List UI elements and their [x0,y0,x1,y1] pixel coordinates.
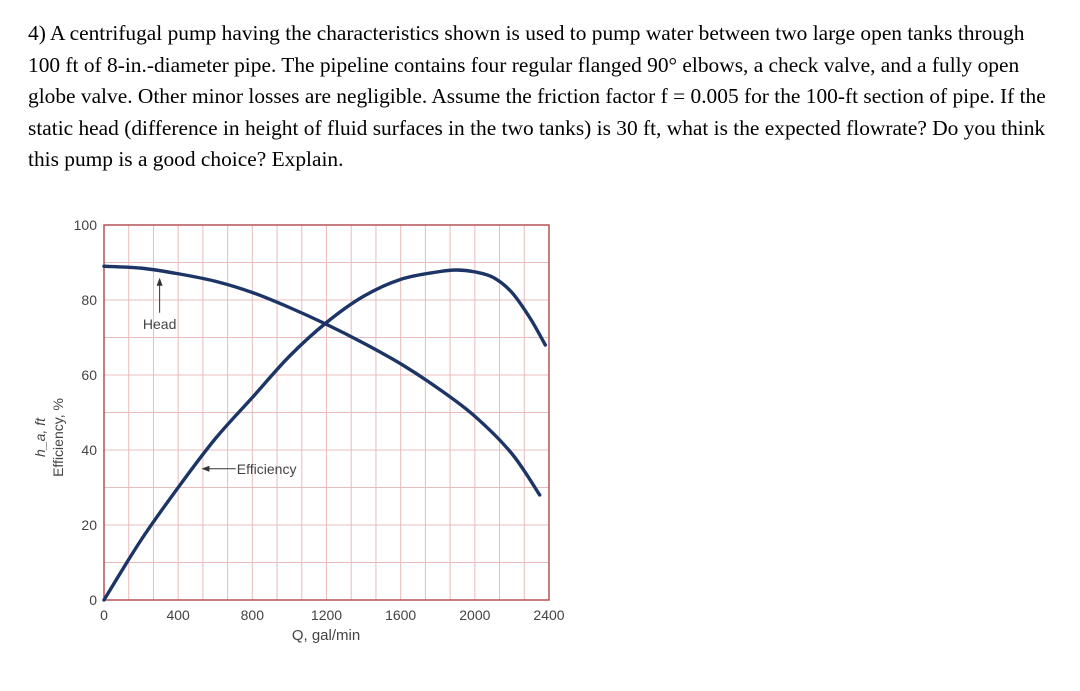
x-tick-label: 0 [100,607,108,623]
y-tick-label: 80 [81,292,97,308]
x-tick-label: 800 [241,607,265,623]
y-axis-label-line1: h_a, ft [32,417,48,457]
efficiency-arrow-head [201,465,210,472]
chart-svg: 0 20 40 60 80 100 0 400 800 1200 1600 2000 2400 Hea… [32,217,565,644]
head-arrow-head [156,277,163,286]
x-axis-label: Q, gal/min [292,627,360,644]
pump-characteristics-chart: 0 20 40 60 80 100 0 400 800 1200 1600 2000 2400 Hea… [0,200,620,670]
x-tick-label: 2000 [459,607,490,623]
y-tick-labels: 0 20 40 60 80 100 [74,217,98,608]
annotations: Head Efficiency [143,277,297,477]
plot-frame [103,224,550,601]
x-tick-label: 2400 [533,607,564,623]
y-axis-label-line2: Efficiency, % [50,398,66,477]
y-tick-label: 40 [81,442,97,458]
y-tick-label: 20 [81,517,97,533]
y-tick-label: 0 [89,592,97,608]
x-tick-label: 1200 [311,607,342,623]
x-tick-labels: 0 400 800 1200 1600 2000 2400 [100,607,565,623]
x-tick-label: 400 [166,607,190,623]
annotation-efficiency: Efficiency [237,461,297,477]
series-group [102,264,547,602]
y-tick-label: 60 [81,367,97,383]
y-tick-label: 100 [74,217,98,233]
grid [104,225,549,600]
y-axis-label: h_a, ft Efficiency, % [32,398,66,477]
problem-statement: 4) A centrifugal pump having the charact… [28,21,1046,171]
x-tick-label: 1600 [385,607,416,623]
series-line-efficiency [102,268,547,602]
annotation-head: Head [143,316,176,332]
